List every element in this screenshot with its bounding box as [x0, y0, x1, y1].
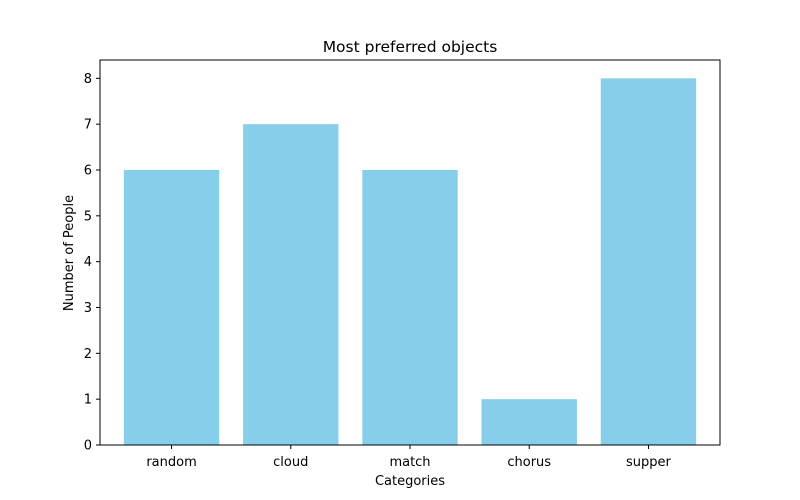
- x-tick-label: random: [146, 455, 196, 470]
- bar-supper: [600, 78, 697, 445]
- plot-frame: [99, 59, 721, 446]
- bar-cloud: [243, 124, 339, 446]
- x-tick-label: chorus: [507, 455, 551, 470]
- x-axis-label: Categories: [375, 474, 445, 489]
- bars-layer: [123, 78, 697, 446]
- y-tick-label: 3: [84, 301, 92, 316]
- bar-random: [123, 170, 220, 445]
- x-tick-label: match: [389, 455, 430, 470]
- y-tick-label: 6: [84, 164, 92, 179]
- bar-match: [362, 170, 458, 445]
- bar-chorus: [481, 399, 577, 445]
- y-tick-label: 8: [84, 72, 92, 87]
- y-tick-label: 0: [84, 439, 92, 454]
- chart-title: Most preferred objects: [323, 38, 498, 56]
- x-ticks-layer: random cloud match chorus supper: [146, 445, 672, 470]
- y-ticks-layer: 0 1 2 3 4 5 6 7 8: [84, 72, 100, 454]
- y-tick-label: 2: [84, 347, 92, 362]
- y-tick-label: 5: [84, 209, 92, 224]
- x-tick-label: cloud: [273, 455, 308, 470]
- y-axis-label: Number of People: [62, 195, 77, 311]
- x-tick-label: supper: [626, 455, 672, 470]
- y-tick-label: 7: [84, 118, 92, 133]
- y-tick-label: 4: [84, 255, 92, 270]
- y-tick-label: 1: [84, 393, 92, 408]
